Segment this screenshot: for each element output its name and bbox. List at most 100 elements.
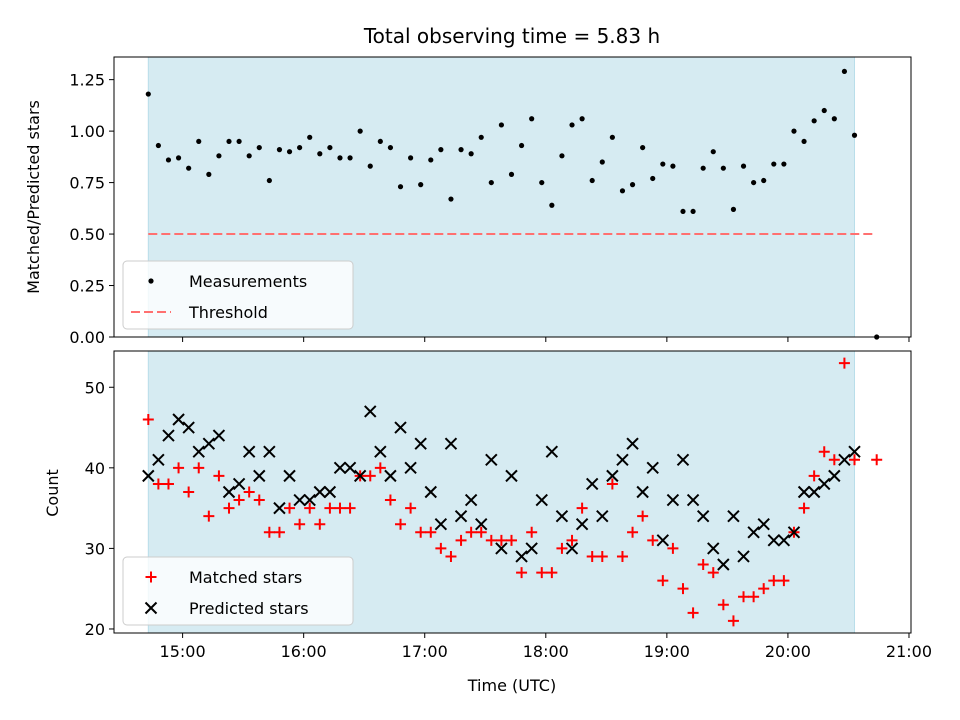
measurement-point [397,184,404,190]
matched-star-point [324,502,336,514]
top-y-ticks: 0.00 0.25 0.50 0.75 1.00 1.25 [69,71,114,347]
measurement-point [841,68,848,75]
matched-star-point [505,534,517,546]
measurement-point [609,134,615,140]
measurement-point [781,161,787,167]
predicted-star-point [283,469,296,483]
measurement-point [619,188,626,194]
predicted-star-point [545,445,559,458]
matched-star-point [627,526,639,538]
predicted-star-point [676,453,690,466]
matched-star-point [213,470,225,482]
matched-star-point [707,567,719,579]
predicted-star-point [737,550,750,563]
matched-star-point [203,510,215,522]
matched-star-point [314,518,326,530]
predicted-star-point [374,445,387,458]
measurement-point [246,153,252,159]
predicted-star-point [263,445,276,458]
measurement-point [851,132,858,138]
matched-star-point [586,550,598,562]
measurement-point [297,144,303,151]
predicted-star-point [242,445,256,458]
matched-star-point [697,559,709,571]
matched-star-point [364,470,376,482]
measurement-point [357,128,363,134]
matched-star-point [445,550,457,562]
legend-box [122,556,354,626]
predicted-star-point [848,445,861,458]
matched-star-point [304,502,316,514]
measurement-point [640,144,646,151]
matched-star-point [798,502,810,514]
measurement-point [589,177,595,184]
x-tick-label: 17:00 [402,642,448,661]
matched-star-point [758,583,770,595]
measurement-point [700,165,706,171]
legend-label: Threshold [188,303,268,322]
legend-label: Measurements [189,272,307,291]
predicted-star-point [222,485,236,499]
matched-star-point [566,534,578,546]
bottom-y-ticks: 20 30 40 50 [85,378,114,639]
matched-star-point [516,567,528,579]
measurement-point [771,161,777,167]
predicted-star-point [424,485,437,499]
measurement-point [559,153,565,159]
matched-star-point [768,575,780,587]
measurement-point [175,155,182,161]
measurement-point [327,144,333,151]
chart-title: Total observing time = 5.83 h [363,24,660,48]
predicted-star-point [192,445,205,458]
predicted-star-point [666,493,680,507]
measurement-point [387,144,394,151]
predicted-star-point [232,477,246,491]
matched-star-point [546,567,558,579]
measurement-point [821,107,827,114]
predicted-star-point [353,469,367,483]
measurement-point [599,159,605,165]
bottom-y-axis-label: Count [43,469,62,517]
matched-star-point [253,494,265,506]
measurement-point [498,122,505,128]
predicted-star-point [485,453,498,466]
measurement-point [155,142,161,149]
predicted-star-point [717,558,730,571]
predicted-star-point [313,485,327,499]
matched-star-point [778,575,790,587]
predicted-star-point [364,405,377,418]
predicted-star-point [515,550,528,563]
matched-star-point [717,599,729,611]
measurement-point [367,163,373,169]
matched-star-point [606,478,618,490]
matched-star-point [183,486,195,498]
measurement-point [791,128,797,134]
bottom-data-marks [142,357,883,627]
matched-star-point [748,591,760,603]
matched-star-point [596,550,608,562]
x-tick-label: 18:00 [523,642,569,661]
top-panel: 0.00 0.25 0.50 0.75 1.00 1.25 Total observing… [24,24,912,347]
measurement-point [650,175,656,182]
y-tick-label: 0.25 [69,277,105,296]
measurement-point [186,165,192,171]
matched-star-point [425,526,437,538]
measurement-point [720,165,726,171]
measurement-point [831,116,837,122]
matched-star-point [871,454,883,466]
predicted-star-point [384,469,397,483]
measurement-point [710,149,716,155]
legend-predicted-marker [144,601,158,615]
measurement-point [539,179,545,186]
measurement-point [579,116,585,122]
measurement-point [337,155,343,161]
matched-star-point [828,454,840,466]
measurement-point [236,138,242,145]
top-x-ticks [182,337,910,342]
predicted-star-point [565,542,579,555]
predicted-star-point [596,509,609,523]
predicted-star-point [656,534,670,547]
measurement-point [670,163,676,169]
measurement-point [801,138,807,145]
legend-label: Predicted stars [189,599,309,618]
